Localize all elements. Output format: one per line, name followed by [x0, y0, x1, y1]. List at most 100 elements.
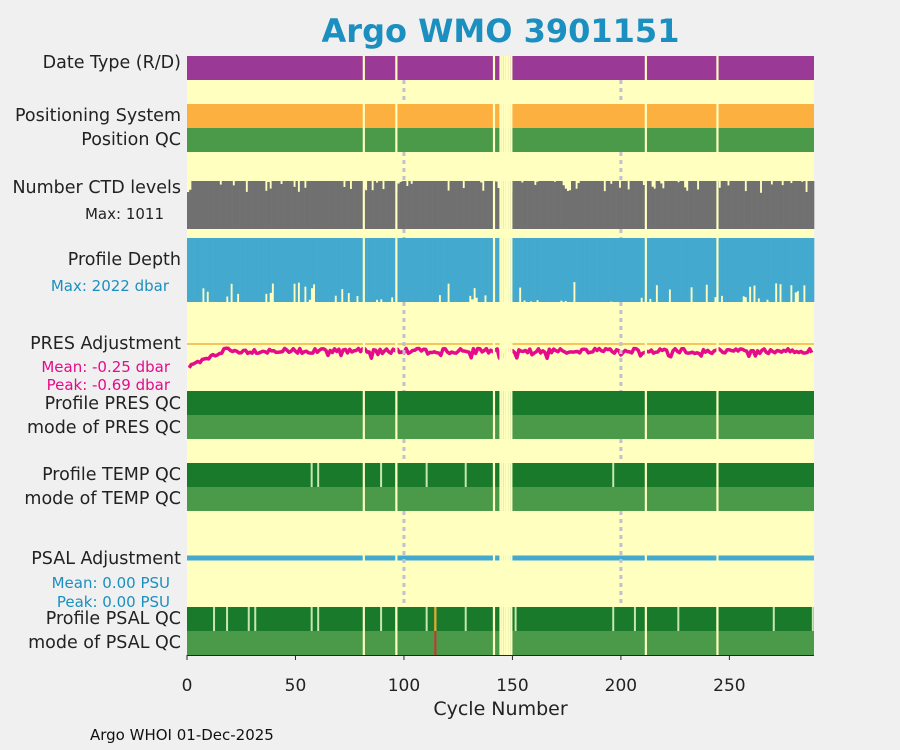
- profile-depth-bar: [187, 238, 189, 302]
- ctd-level-bar: [354, 181, 356, 229]
- ctd-level-bar: [523, 181, 525, 229]
- profile-depth-bar: [410, 238, 412, 302]
- psal-mode-qc-bad-marker: [434, 631, 436, 655]
- ctd-level-bar: [237, 181, 239, 229]
- ctd-level-bar: [569, 190, 571, 229]
- profile-depth-bar: [736, 238, 738, 302]
- profile-depth-bar: [254, 238, 256, 302]
- profile-depth-bar: [209, 238, 211, 302]
- ctd-level-bar: [706, 181, 708, 229]
- profile-depth-bar: [378, 238, 380, 302]
- ctd-level-bar: [521, 183, 523, 229]
- profile-depth-bar: [235, 238, 237, 302]
- profile-depth-bar: [634, 238, 636, 302]
- missing-cycle-gap: [493, 56, 495, 655]
- ctd-level-bar: [248, 181, 250, 229]
- psal-qc-flag: [773, 607, 775, 631]
- ctd-level-bar: [530, 181, 532, 229]
- ctd-level-bar: [721, 181, 723, 229]
- ctd-level-bar: [345, 181, 347, 229]
- ctd-level-bar: [194, 181, 196, 229]
- profile-depth-bar: [562, 238, 564, 302]
- profile-depth-bar: [703, 238, 705, 302]
- profile-depth-bar: [445, 238, 447, 302]
- temp-qc-flag: [317, 463, 319, 487]
- profile-depth-bar: [408, 238, 410, 302]
- ctd-level-bar: [393, 181, 395, 229]
- ctd-level-bar: [578, 183, 580, 229]
- profile-depth-bar: [467, 238, 469, 302]
- ctd-level-bar: [295, 181, 297, 229]
- label-mode-temp-qc: mode of TEMP QC: [24, 489, 181, 509]
- x-tick-label: 150: [496, 676, 528, 696]
- profile-depth-bar: [571, 238, 573, 302]
- ctd-level-bar: [777, 181, 779, 229]
- profile-depth-bar: [660, 238, 662, 302]
- ctd-level-bar: [749, 181, 751, 229]
- profile-depth-bar: [662, 238, 664, 302]
- ctd-level-bar: [751, 181, 753, 229]
- profile-depth-bar: [313, 238, 315, 284]
- profile-depth-bar: [495, 238, 497, 302]
- profile-depth-bar: [738, 238, 740, 302]
- ctd-level-bar: [732, 181, 734, 229]
- profile-depth-bar: [237, 238, 239, 294]
- ctd-level-bar: [786, 181, 788, 229]
- label-psal-mean: Mean: 0.00 PSU: [52, 574, 170, 592]
- profile-depth-bar: [725, 238, 727, 302]
- ctd-level-bar: [684, 187, 686, 229]
- profile-depth-bar: [274, 238, 276, 302]
- profile-depth-bar: [207, 238, 209, 292]
- profile-depth-bar: [515, 238, 517, 302]
- profile-depth-bar: [419, 238, 421, 302]
- ctd-level-bar: [367, 181, 369, 229]
- profile-depth-bar: [384, 238, 386, 302]
- profile-depth-bar: [693, 238, 695, 302]
- psal-qc-flag: [213, 607, 215, 631]
- profile-depth-bar: [684, 238, 686, 302]
- ctd-level-bar: [376, 183, 378, 229]
- ctd-level-bar: [810, 181, 812, 229]
- profile-depth-bar: [486, 238, 488, 302]
- profile-depth-bar: [380, 238, 382, 299]
- ctd-level-bar: [308, 181, 310, 229]
- ctd-level-bar: [643, 185, 645, 229]
- profile-depth-bar: [630, 238, 632, 302]
- ctd-level-bar: [775, 181, 777, 229]
- ctd-level-bar: [779, 181, 781, 229]
- profile-depth-bar: [541, 238, 543, 302]
- ctd-level-bar: [319, 181, 321, 229]
- ctd-level-bar: [788, 181, 790, 229]
- ctd-level-bar: [621, 181, 623, 229]
- ctd-level-bar: [747, 181, 749, 229]
- profile-depth-bar: [480, 238, 482, 302]
- ctd-level-bar: [408, 181, 410, 229]
- profile-depth-bar: [534, 238, 536, 302]
- profile-depth-bar: [792, 238, 794, 302]
- profile-depth-bar: [608, 238, 610, 302]
- ctd-level-bar: [708, 181, 710, 229]
- profile-depth-bar: [810, 238, 812, 302]
- profile-depth-bar: [428, 238, 430, 302]
- profile-depth-bar: [727, 238, 729, 302]
- profile-depth-bar: [640, 238, 642, 298]
- ctd-level-bar: [771, 184, 773, 229]
- ctd-level-bar: [573, 181, 575, 229]
- ctd-level-bar: [714, 181, 716, 229]
- ctd-level-bar: [745, 191, 747, 229]
- profile-depth-bar: [710, 238, 712, 302]
- profile-depth-bar: [612, 238, 614, 302]
- profile-depth-bar: [729, 238, 731, 302]
- ctd-level-bar: [460, 181, 462, 229]
- profile-depth-bar: [525, 238, 527, 302]
- profile-depth-bar: [391, 238, 393, 297]
- profile-depth-bar: [256, 238, 258, 302]
- profile-depth-bar: [799, 238, 801, 302]
- profile-depth-bar: [627, 238, 629, 302]
- ctd-level-bar: [640, 181, 642, 229]
- ctd-level-bar: [250, 181, 252, 229]
- ctd-level-bar: [699, 181, 701, 229]
- ctd-level-bar: [465, 181, 467, 229]
- psal-qc-flag: [677, 607, 679, 631]
- ctd-level-bar: [634, 181, 636, 229]
